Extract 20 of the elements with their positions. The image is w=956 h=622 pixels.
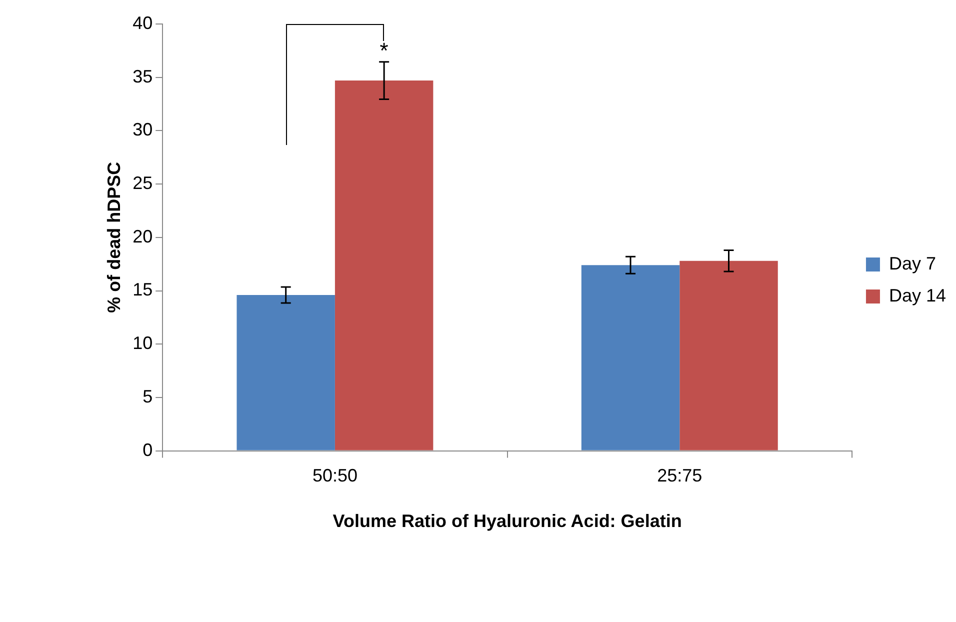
y-tick-label: 30: [132, 120, 153, 140]
legend-label: Day 7: [888, 253, 936, 274]
x-tick-label: 50:50: [312, 466, 358, 486]
y-tick-label: 40: [132, 12, 153, 33]
bar: [581, 265, 680, 450]
y-tick-label: 10: [132, 333, 153, 354]
x-tick-label: 25:75: [657, 466, 702, 486]
legend-label: Day 14: [888, 285, 946, 306]
x-axis-title: Volume Ratio of Hyaluronic Acid: Gelatin: [332, 511, 682, 532]
bar: [334, 80, 434, 450]
annotation: *: [380, 38, 389, 64]
y-tick-label: 20: [132, 226, 153, 246]
bar: [680, 260, 778, 450]
y-tick-label: 35: [132, 66, 153, 86]
bar: [236, 295, 335, 450]
y-tick-label: 5: [142, 386, 153, 406]
y-tick-label: 25: [132, 173, 153, 194]
y-axis-title: % of dead hDPSC: [104, 162, 124, 313]
y-tick-label: 0: [142, 440, 153, 460]
y-tick-label: 15: [132, 280, 153, 300]
